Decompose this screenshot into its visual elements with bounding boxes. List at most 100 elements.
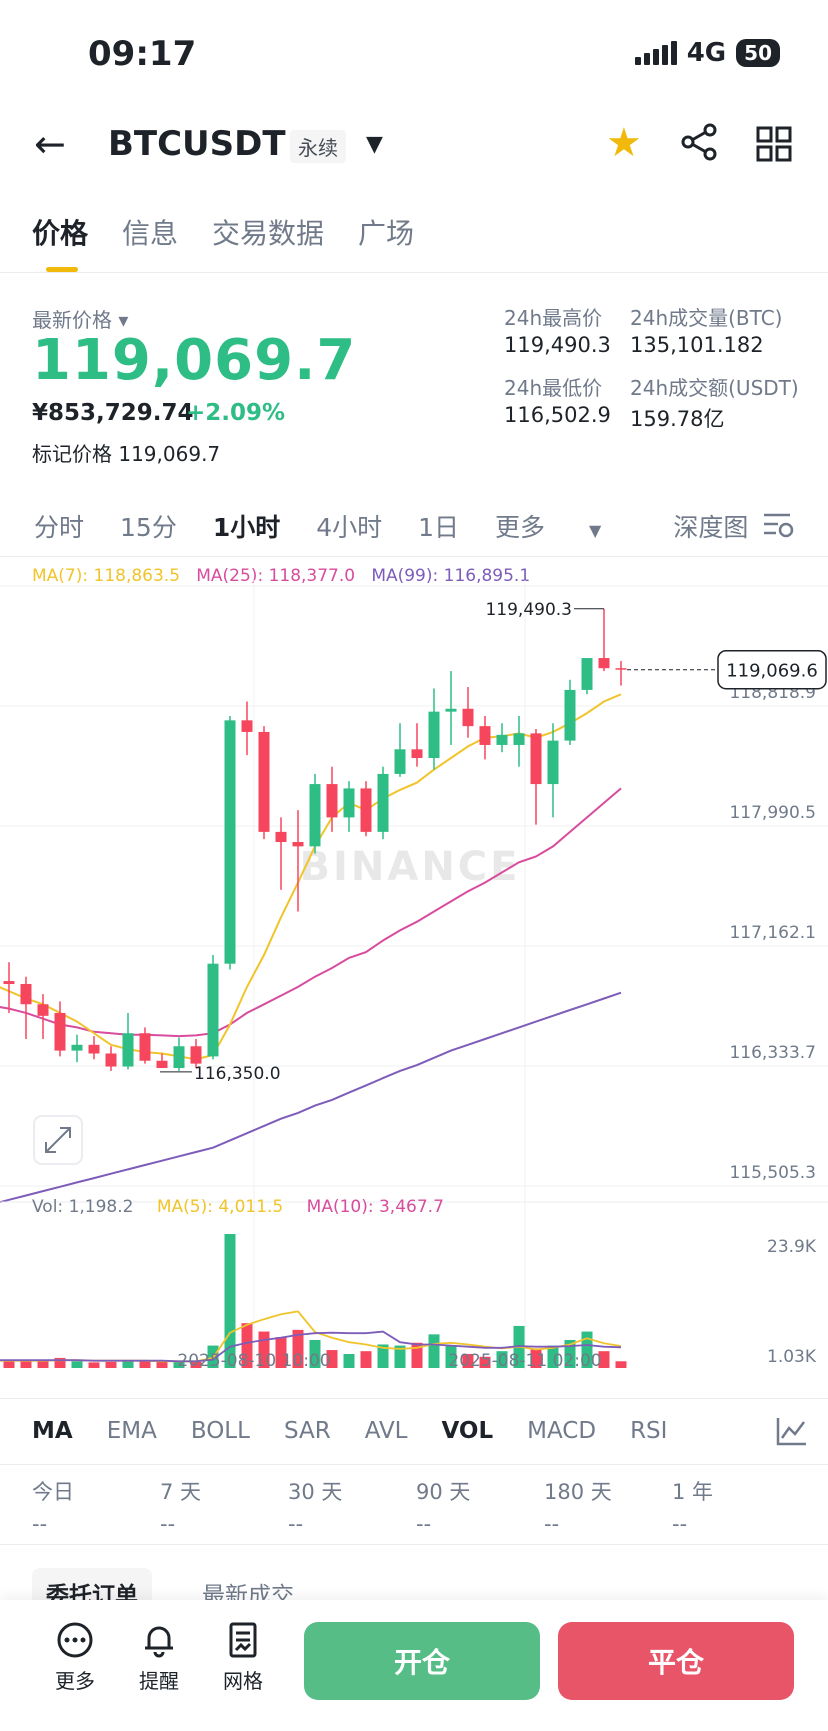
vol-indicators: Vol: 1,198.2 MA(5): 4,011.5 MA(10): 3,46…	[32, 1197, 444, 1217]
candle-body	[122, 1033, 134, 1067]
current-price-box	[717, 649, 827, 690]
candle-body	[207, 963, 219, 1057]
grid-button[interactable]: 网格	[208, 1620, 278, 1694]
current-price-label: 119,069.6	[726, 661, 818, 682]
tab-square[interactable]: 广场	[358, 217, 415, 250]
candle-body	[292, 842, 304, 847]
open-position-button[interactable]: 开仓	[304, 1622, 540, 1700]
layout-grid-icon[interactable]	[756, 126, 792, 166]
candle-body	[309, 784, 321, 847]
candle-body	[462, 708, 474, 727]
tab-price[interactable]: 价格	[32, 212, 88, 272]
interval-1h[interactable]: 1小时	[212, 513, 281, 542]
volume-bar	[377, 1344, 389, 1368]
volume-bar	[445, 1345, 457, 1368]
candle-body	[241, 720, 253, 732]
volume-bar	[190, 1361, 202, 1368]
candle-body	[3, 981, 15, 984]
volume-bar	[360, 1351, 372, 1368]
expand-arrow	[45, 1127, 71, 1153]
close-position-button[interactable]: 平仓	[558, 1622, 794, 1700]
ind-tab-sar[interactable]: SAR	[283, 1418, 331, 1444]
x-axis-label: 2025-08-10 10:00	[177, 1351, 330, 1370]
ind-tab-boll[interactable]: BOLL	[190, 1418, 250, 1444]
ind-tab-vol[interactable]: VOL	[441, 1418, 494, 1444]
back-arrow-icon[interactable]: ←	[34, 122, 66, 166]
page-tabs: 价格 信息 交易数据 广场	[32, 212, 415, 272]
battery-icon: 50	[736, 39, 780, 67]
candle-body	[513, 733, 525, 745]
candle-body	[343, 788, 355, 818]
last-price-label[interactable]: 最新价格 ▾	[32, 308, 129, 332]
period-value: --	[544, 1512, 560, 1536]
cny-price: ¥853,729.74	[32, 400, 194, 426]
volume-bar	[122, 1360, 134, 1368]
price-axis-label: 117,162.1	[729, 923, 816, 943]
ind-tab-avl[interactable]: AVL	[364, 1418, 408, 1444]
interval-depth[interactable]: 深度图	[673, 513, 749, 542]
interval-1d[interactable]: 1日	[418, 513, 460, 542]
candle-body	[105, 1053, 117, 1067]
tab-trading-data[interactable]: 交易数据	[212, 217, 325, 250]
orders-divider	[0, 1544, 828, 1545]
low-value: 116,502.9	[504, 403, 611, 427]
interval-15m[interactable]: 15分	[120, 513, 177, 542]
volume-bar	[462, 1353, 474, 1368]
symbol-title[interactable]: BTCUSDT	[108, 124, 286, 164]
candle-body	[615, 668, 627, 670]
ind-tab-ma[interactable]: MA	[32, 1418, 73, 1444]
period-2: 30 天 --	[288, 1476, 398, 1536]
volume-bar	[326, 1350, 338, 1368]
indicator-tabs: MA EMA BOLL SAR AVL VOL MACD RSI	[32, 1418, 701, 1444]
interval-4h[interactable]: 4小时	[316, 513, 383, 542]
volume-bar	[156, 1361, 168, 1368]
low-label: 24h最低价	[504, 376, 603, 400]
bell-icon	[145, 1626, 173, 1658]
ind-tab-macd[interactable]: MACD	[527, 1418, 597, 1444]
interval-tabs: 分时 15分 1小时 4小时 1日 更多 ▼ 深度图	[34, 508, 784, 544]
app-header: ← BTCUSDT 永续 ▼ ★	[0, 118, 828, 174]
candle-body	[326, 784, 338, 818]
symbol-dropdown-icon[interactable]: ▼	[366, 132, 383, 157]
ma99-value: MA(99): 116,895.1	[371, 566, 531, 586]
status-time: 09:17	[88, 34, 197, 74]
period-label: 7 天	[160, 1480, 202, 1504]
ma25-line	[0, 787, 622, 1038]
last-price: 119,069.7	[32, 328, 357, 393]
candle-body	[496, 734, 508, 745]
candle-body	[547, 740, 559, 785]
period-value: --	[160, 1512, 176, 1536]
more-button[interactable]: 更多	[40, 1620, 110, 1694]
ind-tab-rsi[interactable]: RSI	[630, 1418, 668, 1444]
volume-bar	[37, 1360, 49, 1368]
favorite-star-icon[interactable]: ★	[606, 120, 642, 166]
ind-tab-ema[interactable]: EMA	[106, 1418, 157, 1444]
candle-body	[88, 1044, 100, 1054]
volume-bar	[496, 1351, 508, 1368]
candle-body	[530, 733, 542, 785]
period-value: --	[32, 1512, 48, 1536]
tab-info[interactable]: 信息	[122, 217, 179, 250]
volume-axis-min: 1.03K	[767, 1347, 817, 1367]
ma7-value: MA(7): 118,863.5	[32, 566, 181, 586]
interval-more[interactable]: 更多 ▼	[495, 513, 602, 542]
volume-bar	[598, 1351, 610, 1368]
price-axis-label: 116,333.7	[729, 1043, 816, 1063]
candlestick-chart[interactable]: 119,647.4118,818.9117,990.5117,162.1116,…	[0, 580, 828, 1370]
alert-button[interactable]: 提醒	[124, 1620, 194, 1694]
ma99-line	[0, 991, 622, 1204]
volume-bar	[343, 1353, 355, 1368]
chart-settings-icon[interactable]	[762, 510, 794, 544]
contract-type-badge: 永续	[290, 130, 346, 163]
volume-bar	[3, 1360, 15, 1368]
period-label: 今日	[32, 1480, 74, 1504]
indicator-chart-icon[interactable]	[776, 1416, 808, 1450]
volume-btc-value: 135,101.182	[630, 333, 764, 357]
share-icon[interactable]	[680, 122, 720, 166]
volume-bar	[547, 1345, 559, 1368]
period-1: 7 天 --	[160, 1476, 270, 1536]
high-value: 119,490.3	[504, 333, 611, 357]
binance-watermark: BINANCE	[300, 844, 521, 890]
interval-time[interactable]: 分时	[34, 513, 85, 542]
period-label: 90 天	[416, 1480, 471, 1504]
